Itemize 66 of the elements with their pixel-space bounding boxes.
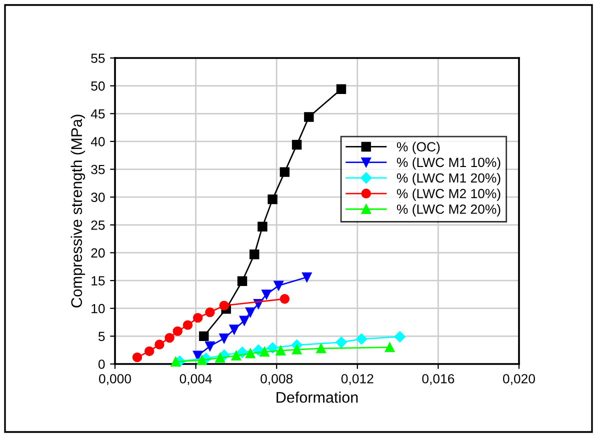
x-tick-label: 0,004	[180, 374, 212, 385]
y-tick-label: 50	[91, 81, 105, 91]
point	[164, 332, 174, 343]
point	[262, 290, 272, 300]
point	[245, 307, 256, 318]
y-tick-label: 25	[91, 220, 105, 230]
point	[260, 346, 270, 357]
point	[245, 348, 256, 358]
legend-label: % (LWC M1 20%)	[396, 172, 500, 186]
y-tick-label: 55	[91, 54, 105, 63]
point	[336, 336, 347, 348]
point	[292, 140, 302, 150]
y-tick-label: 45	[90, 109, 105, 119]
point	[239, 316, 250, 326]
point	[219, 300, 229, 310]
point	[170, 356, 180, 367]
legend-label: % (LWC M2 20%)	[396, 204, 500, 216]
point	[292, 344, 302, 354]
point	[302, 272, 312, 282]
x-tick-label: 0,020	[503, 374, 535, 385]
point	[154, 340, 164, 350]
x-axis-title: Deformation	[276, 392, 358, 403]
point	[199, 331, 209, 342]
legend-label: % (OC)	[396, 142, 440, 154]
y-tick-label: 35	[91, 164, 105, 174]
point	[205, 341, 215, 352]
x-tick-label: 0,000	[99, 374, 131, 385]
point	[250, 250, 260, 260]
point	[219, 334, 229, 344]
point	[276, 346, 286, 356]
point	[144, 346, 154, 356]
point	[316, 344, 326, 354]
point	[205, 307, 215, 318]
point	[182, 320, 193, 330]
point	[258, 222, 268, 232]
point	[336, 84, 346, 94]
point	[231, 350, 242, 361]
y-tick-label: 15	[92, 276, 105, 286]
point	[268, 194, 278, 204]
point	[384, 342, 395, 352]
y-tick-label: 20	[91, 248, 105, 258]
y-tick-label: 10	[92, 304, 105, 314]
point	[356, 333, 368, 345]
point	[197, 355, 207, 365]
y-tick-label: 40	[90, 137, 105, 146]
legend-label: % (LWC M2 10%)	[396, 188, 500, 201]
point	[172, 326, 182, 336]
point	[237, 276, 248, 286]
point	[274, 280, 284, 290]
point	[215, 353, 225, 363]
y-axis-title: Compressive strength (MPa)	[70, 114, 86, 308]
point	[304, 112, 314, 122]
y-tick-label: 0	[98, 360, 105, 369]
point	[132, 352, 142, 362]
legend-label: % (LWC M1 10%)	[396, 157, 500, 170]
point	[192, 350, 203, 361]
x-tick-label: 0,016	[422, 374, 454, 385]
y-tick-label: 30	[91, 192, 105, 202]
point	[394, 331, 406, 342]
x-tick-label: 0,008	[260, 374, 293, 385]
point	[280, 167, 290, 177]
point	[280, 294, 290, 304]
point	[192, 312, 203, 323]
point	[229, 324, 240, 334]
x-tick-label: 0,012	[341, 374, 374, 385]
y-tick-label: 5	[98, 332, 105, 342]
